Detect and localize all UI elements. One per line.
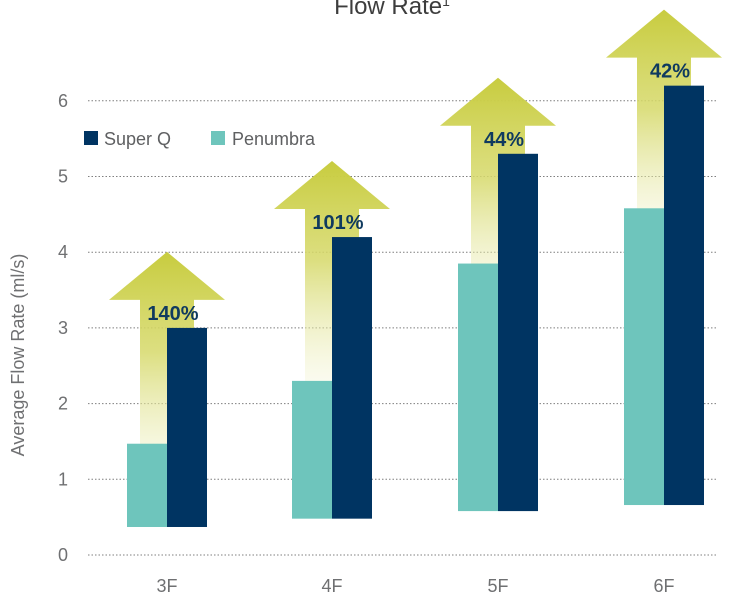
percent-label: 140% bbox=[147, 303, 198, 325]
y-tick-label: 2 bbox=[58, 394, 68, 414]
legend: Super Q Penumbra bbox=[84, 129, 316, 149]
y-tick-label: 1 bbox=[58, 469, 68, 489]
bar-penumbra bbox=[458, 263, 498, 512]
percent-label: 44% bbox=[484, 129, 524, 151]
percent-label: 101% bbox=[312, 212, 363, 234]
y-tick-label: 6 bbox=[58, 91, 68, 111]
x-axis-ticks: 3F 4F 5F 6F bbox=[156, 576, 674, 596]
x-tick-label: 3F bbox=[156, 576, 177, 596]
y-tick-label: 0 bbox=[58, 545, 68, 565]
title-superscript: 1 bbox=[442, 0, 450, 9]
bars bbox=[127, 85, 704, 527]
y-tick-label: 4 bbox=[58, 242, 68, 262]
x-tick-label: 6F bbox=[653, 576, 674, 596]
legend-swatch-super-q bbox=[84, 131, 98, 145]
bar-penumbra bbox=[624, 208, 664, 506]
bar-penumbra bbox=[292, 380, 332, 519]
y-axis-ticks: 0 1 2 3 4 5 6 bbox=[58, 91, 68, 565]
bar-penumbra bbox=[127, 443, 167, 527]
bar-super-q bbox=[167, 327, 207, 527]
y-axis-label: Average Flow Rate (ml/s) bbox=[8, 254, 28, 457]
bar-super-q bbox=[498, 153, 538, 512]
bar-super-q bbox=[664, 85, 704, 506]
bar-super-q bbox=[332, 237, 372, 519]
legend-label-super-q: Super Q bbox=[104, 129, 171, 149]
legend-swatch-penumbra bbox=[211, 131, 225, 145]
y-tick-label: 5 bbox=[58, 167, 68, 187]
percent-labels: 140% 101% 44% 42% bbox=[147, 61, 690, 325]
x-tick-label: 5F bbox=[487, 576, 508, 596]
percent-label: 42% bbox=[650, 61, 690, 83]
legend-label-penumbra: Penumbra bbox=[232, 129, 316, 149]
x-tick-label: 4F bbox=[321, 576, 342, 596]
chart-title: Flow Rate1 bbox=[334, 0, 450, 20]
y-tick-label: 3 bbox=[58, 318, 68, 338]
